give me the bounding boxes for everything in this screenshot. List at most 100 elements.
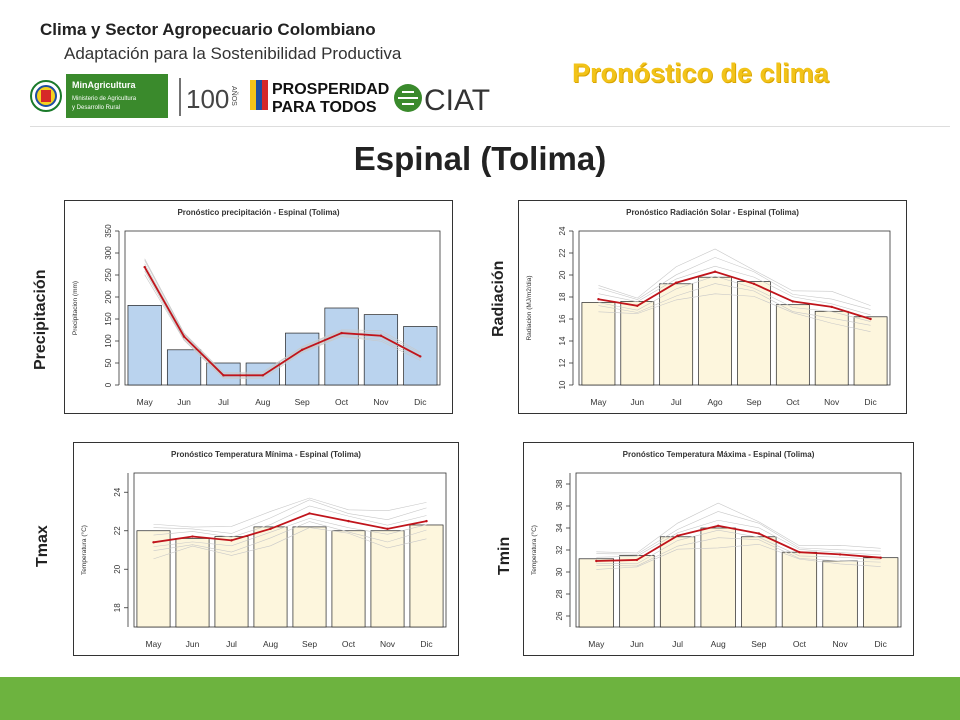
bar [619,555,655,628]
slide-label: Pronóstico de clima [572,58,829,88]
minagri-line-2: Ministerio de Agricultura [72,96,137,102]
y-tick-label: 32 [555,545,564,554]
line-point [230,539,233,542]
precip-chart: Pronóstico precipitación - Espinal (Toli… [72,208,441,407]
line-point [676,534,679,537]
ensemble-line [153,497,427,528]
ensemble-line [596,511,881,555]
chart-title: Pronóstico precipitación - Espinal (Toli… [177,208,339,217]
side-label-tmax: Tmax [34,525,51,567]
x-tick-label: Jun [630,639,644,649]
bar [741,536,777,628]
rad-bar-path [598,270,871,320]
y-tick-label: 26 [555,611,564,620]
chart-title: Pronóstico Temperatura Máxima - Espinal … [623,450,815,459]
x-tick-label: May [590,397,607,407]
line-point [791,300,795,303]
x-tick-label: Jul [671,397,682,407]
x-tick-label: Nov [833,639,849,649]
side-label-tmin: Tmin [496,536,513,575]
footer-bar [0,677,960,720]
x-tick-label: Nov [824,397,840,407]
bar [775,304,810,386]
x-tick-label: May [145,639,162,649]
line-point [386,527,389,531]
bar [853,316,888,386]
header-title: Clima y Sector Agropecuario Colombiano [40,20,376,39]
bar [409,524,444,628]
chart-panel-tmin: Pronóstico Temperatura Máxima - Espinal … [523,442,914,656]
line-point [152,541,155,544]
x-tick-label: Sep [746,397,761,407]
x-tick-label: Sep [295,397,310,407]
x-tick-label: Dic [864,397,877,407]
x-tick-label: Jun [186,639,200,649]
precip-bar-path [143,266,421,377]
logo-strip: MinAgricultura Ministerio de Agricultura… [30,74,490,118]
ensemble-line [153,521,427,553]
y-tick-label: 24 [558,226,567,235]
y-axis-label: Temperatura (°C) [530,525,538,575]
plot-frame [578,230,891,386]
x-tick-label: Nov [380,639,396,649]
ensemble-line [144,274,421,379]
minagricultura-logo: MinAgricultura Ministerio de Agricultura… [66,74,168,118]
bar [814,310,849,386]
ensemble-line [598,248,871,306]
y-tick-label: 20 [558,270,567,279]
ensemble-line [153,505,427,538]
line-point [222,374,225,377]
y-tick-label: 28 [555,589,564,598]
y-axis-label: Radiacion (MJ/m2/dia) [526,275,533,340]
x-tick-label: Dic [420,639,433,649]
bar [737,281,771,386]
header-divider [30,126,950,127]
line-point [879,556,882,559]
bar [863,557,899,628]
line-point [674,281,678,284]
bar [324,307,359,386]
y-tick-label: 200 [104,290,113,304]
line-point [261,374,265,377]
prosperidad-line-2: PARA TODOS [272,99,377,116]
x-tick-label: May [137,397,154,407]
x-tick-label: Jun [177,397,191,407]
line-point [716,524,720,527]
colombia-seal-logo [30,80,62,112]
tmin-chart: Pronóstico Temperatura Máxima - Espinal … [530,450,902,649]
line-point [713,270,717,273]
bar [214,536,249,628]
y-axis-label: Precipitacion (mm) [72,281,79,335]
x-tick-label: Sep [302,639,317,649]
x-tick-label: May [588,639,605,649]
ensemble-line [598,257,871,310]
bar [370,530,405,628]
line-point [636,304,639,307]
bar [166,349,202,386]
x-tick-label: Jul [226,639,237,649]
ciat-logo: CIAT [394,84,490,117]
bar [581,302,616,386]
x-tick-label: Jul [672,639,683,649]
chart-title: Pronóstico Temperatura Mínima - Espinal … [171,450,361,459]
ciat-text: CIAT [424,84,490,117]
bar [578,558,614,628]
anos-text: AÑOS [230,86,239,106]
y-tick-label: 30 [555,567,564,576]
bar [136,530,171,628]
y-tick-label: 250 [104,268,113,282]
prosperidad-line-1: PROSPERIDAD [272,81,389,98]
line-point [752,282,756,285]
line-point [269,527,272,531]
ensemble-line [153,527,427,560]
ensemble-line [596,519,881,558]
x-tick-label: Jun [630,397,644,407]
bar [620,301,655,386]
y-tick-label: 22 [113,526,122,535]
y-tick-label: 50 [104,358,113,367]
x-tick-label: Aug [263,639,278,649]
line-point [757,532,761,535]
y-tick-label: 350 [104,224,113,238]
minagri-line-1: MinAgricultura [72,80,136,90]
bar [245,362,280,386]
